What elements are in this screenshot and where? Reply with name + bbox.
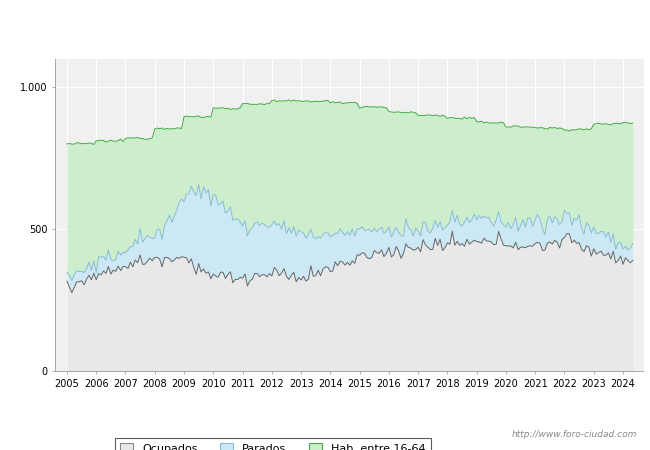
Legend: Ocupados, Parados, Hab. entre 16-64: Ocupados, Parados, Hab. entre 16-64 [114, 438, 431, 450]
Text: Casatejada - Evolucion de la poblacion en edad de Trabajar Mayo de 2024: Casatejada - Evolucion de la poblacion e… [98, 19, 552, 32]
Text: http://www.foro-ciudad.com: http://www.foro-ciudad.com [512, 430, 637, 439]
